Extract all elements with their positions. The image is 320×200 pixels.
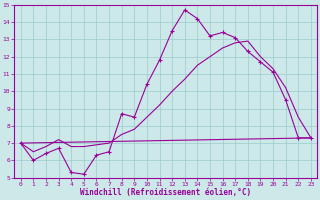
X-axis label: Windchill (Refroidissement éolien,°C): Windchill (Refroidissement éolien,°C)	[80, 188, 252, 197]
